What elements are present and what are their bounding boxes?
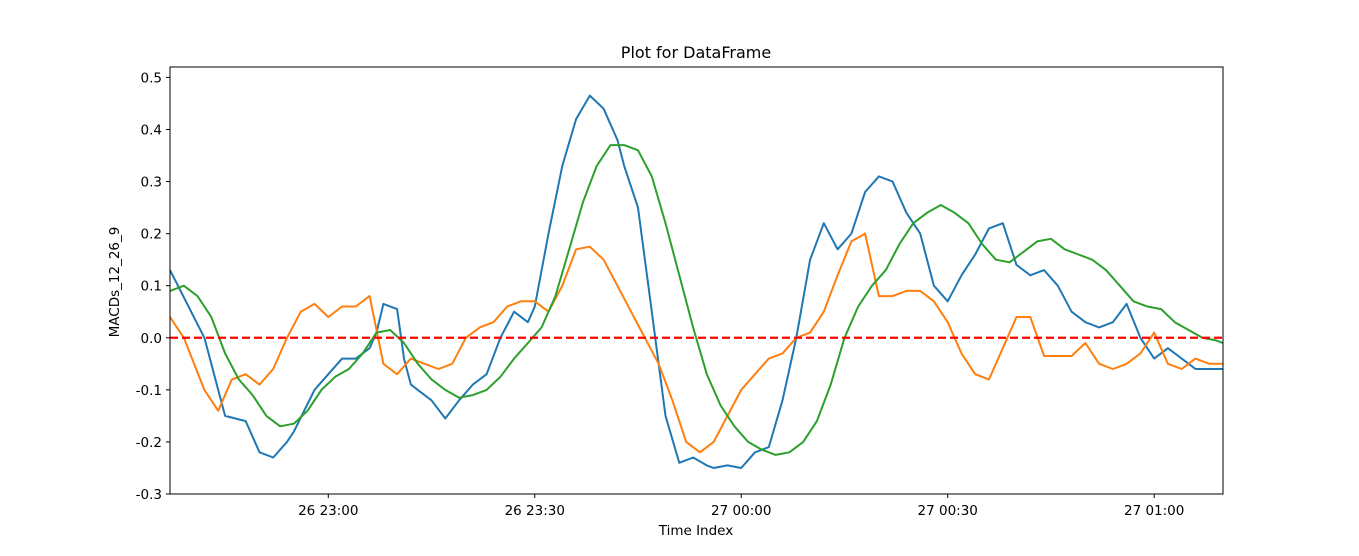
- y-tick-label: -0.2: [136, 435, 162, 451]
- y-tick-label: 0.5: [141, 70, 162, 86]
- y-tick-label: 0.0: [141, 331, 162, 347]
- y-tick-label: 0.2: [141, 227, 162, 243]
- y-tick-label: 0.1: [141, 279, 162, 295]
- x-axis-title: Time Index: [658, 523, 734, 539]
- plot-area: -0.3 -0.2 -0.1 0.0 0.1 0.2 0.3 0.4 0.5 26 23:00 26…: [136, 66, 1224, 519]
- y-axis-title: MACDs_12_26_9: [107, 227, 123, 338]
- chart-title: Plot for DataFrame: [621, 43, 771, 62]
- x-tick-label: 27 00:00: [711, 503, 771, 519]
- series-line-2: [169, 232, 1223, 454]
- y-tick-label: -0.3: [136, 487, 162, 503]
- plot-frame: [169, 66, 1224, 495]
- x-tick-label: 26 23:00: [298, 503, 358, 519]
- x-tick-label: 27 01:00: [1124, 503, 1184, 519]
- x-tick-label: 27 00:30: [918, 503, 978, 519]
- series-line-3: [169, 144, 1224, 456]
- y-tick-label: 0.4: [141, 122, 162, 138]
- y-tick-label: -0.1: [136, 383, 162, 399]
- y-tick-label: 0.3: [141, 175, 162, 191]
- x-tick-label: 26 23:30: [505, 503, 565, 519]
